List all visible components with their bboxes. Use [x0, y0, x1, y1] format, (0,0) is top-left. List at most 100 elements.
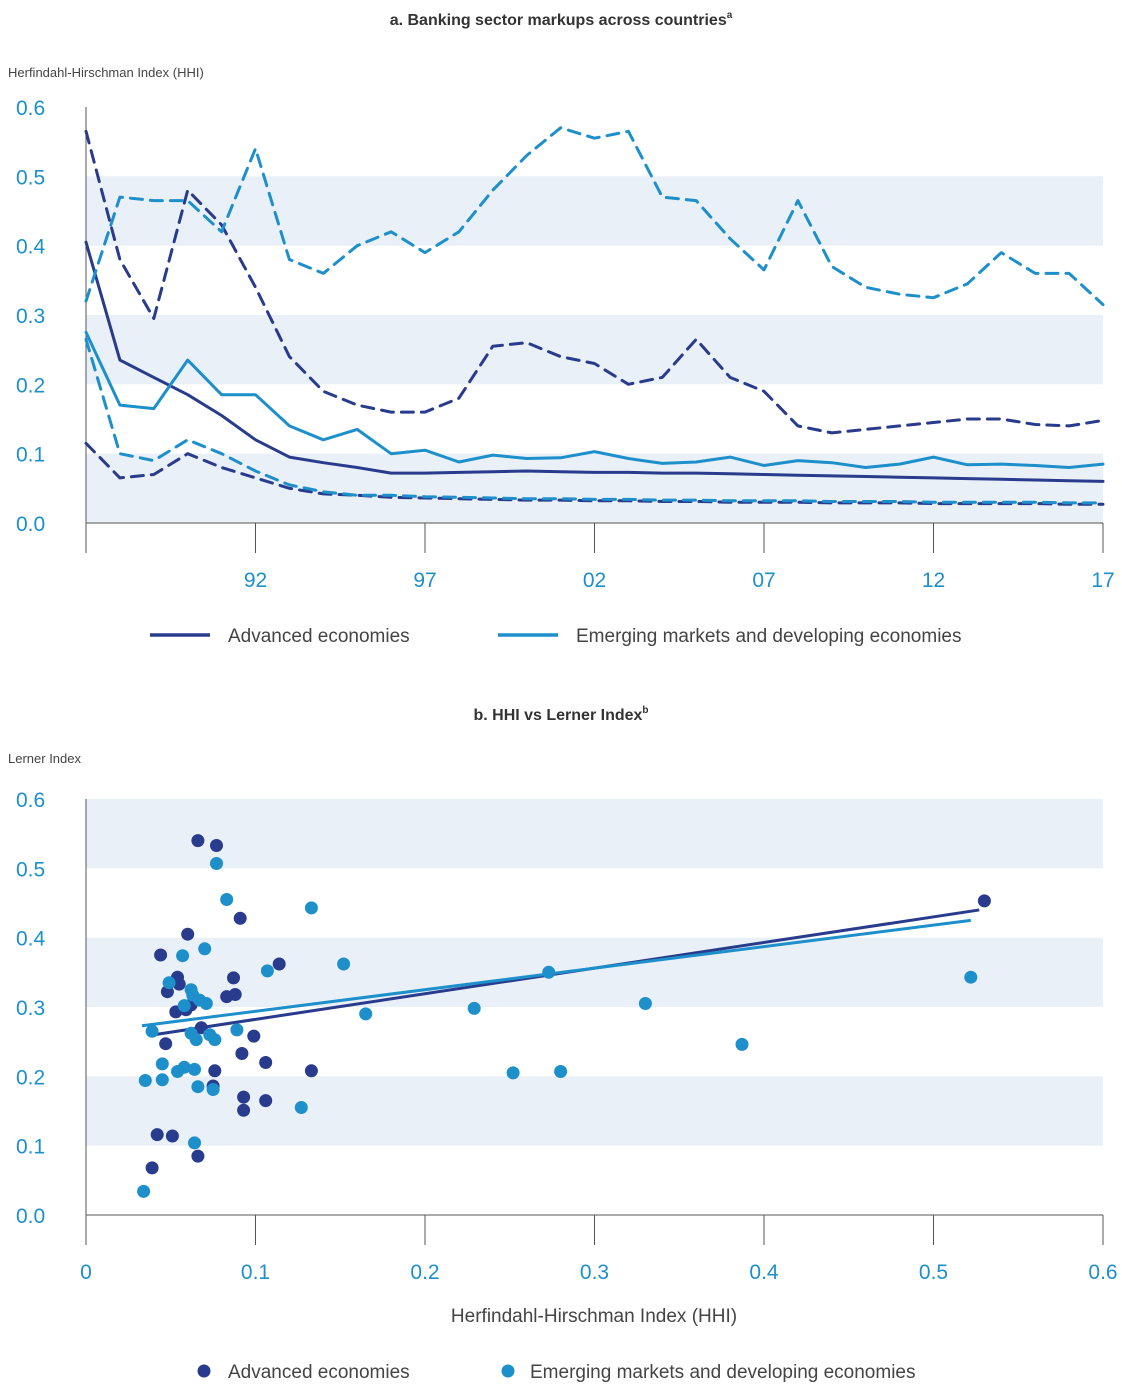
- panel-b-point-emerging: [189, 1033, 203, 1047]
- panel-b-x-axis-label: Herfindahl-Hirschman Index (HHI): [451, 1306, 737, 1327]
- panel-b-point-advanced: [145, 1161, 159, 1175]
- panel-b-bands: [86, 799, 1103, 1146]
- panel-b-point-advanced: [172, 977, 186, 991]
- panel-a-y-tick-label: 0.1: [16, 444, 45, 467]
- panel-b-point-emerging: [260, 964, 274, 978]
- panel-a-x-tick-label: 92: [244, 569, 267, 592]
- panel-a-title-sup: a: [727, 10, 733, 21]
- panel-a-x-tick-label: 97: [413, 569, 436, 592]
- panel-b-point-emerging: [188, 1136, 201, 1150]
- panel-b-point-advanced: [235, 1047, 249, 1060]
- panel-b-point-emerging: [210, 857, 223, 870]
- panel-a-y-axis-label: Herfindahl-Hirschman Index (HHI): [8, 65, 204, 80]
- panel-b-point-advanced: [210, 839, 223, 852]
- panel-a-series-emerging-dashed-5: [84, 337, 1105, 505]
- panel-b-point-emerging: [506, 1066, 520, 1080]
- panel-b-legend-emerging-swatch: [501, 1364, 515, 1378]
- panel-b-y-tick-label: 0.2: [16, 1066, 45, 1089]
- panel-a: a. Banking sector markups across countri…: [8, 10, 1115, 647]
- panel-b-point-emerging: [188, 1062, 201, 1076]
- panel-b-point-emerging: [359, 1007, 373, 1021]
- panel-b-point-advanced: [247, 1029, 261, 1043]
- panel-a-legend: Advanced economies Emerging markets and …: [150, 626, 962, 647]
- panel-b-trendlines: [141, 908, 980, 1037]
- panel-a-legend-emerging-label: Emerging markets and developing economie…: [576, 626, 962, 647]
- panel-a-x-tick-label: 07: [752, 569, 775, 592]
- panel-a-series-emerging-dashed-4: [84, 126, 1105, 307]
- panel-b-point-emerging: [137, 1184, 151, 1198]
- panel-b-band-2: [86, 799, 1103, 869]
- panel-a-series-advanced-dashed-1: [84, 129, 1105, 435]
- panel-b-trendline-emerging: [141, 918, 971, 1028]
- panel-b-points: [137, 834, 991, 1198]
- panel-b-point-advanced: [977, 894, 991, 908]
- panel-b-band-0: [86, 1076, 1103, 1146]
- panel-b-point-emerging: [138, 1074, 152, 1087]
- panel-b-x-tick-label: 0: [80, 1261, 92, 1284]
- panel-b-point-advanced: [165, 1129, 179, 1143]
- panel-b-point-advanced: [237, 1103, 251, 1117]
- panel-a-band-2: [86, 176, 1103, 246]
- panel-b-title-sup: b: [642, 705, 648, 716]
- panel-b-point-emerging: [554, 1065, 568, 1078]
- panel-b-point-advanced: [154, 948, 168, 962]
- panel-b-point-advanced: [159, 1037, 173, 1051]
- panel-b-y-ticks: 0.0 0.1 0.2 0.3 0.4 0.5 0.6: [16, 789, 46, 1228]
- panel-b-point-emerging: [155, 1073, 169, 1087]
- panel-a-series-emerging-solid-3: [84, 330, 1105, 469]
- panel-a-legend-advanced-label: Advanced economies: [228, 626, 410, 647]
- panel-b-point-emerging: [638, 997, 652, 1010]
- panel-b-point-emerging: [304, 901, 318, 915]
- panel-a-y-tick-label: 0.6: [16, 97, 45, 120]
- panel-b-point-emerging: [735, 1037, 749, 1051]
- panel-b-point-advanced: [191, 1149, 205, 1163]
- panel-a-bands: [86, 176, 1103, 523]
- panel-b-y-tick-label: 0.4: [16, 928, 46, 951]
- panel-b: b. HHI vs Lerner Indexb Lerner Index 0.0…: [8, 705, 1118, 1383]
- panel-a-title: a. Banking sector markups across countri…: [390, 10, 733, 29]
- panel-b-point-advanced: [181, 927, 195, 941]
- panel-a-y-ticks: 0.0 0.1 0.2 0.3 0.4 0.5 0.6: [16, 97, 46, 536]
- panel-b-title: b. HHI vs Lerner Indexb: [473, 705, 648, 724]
- panel-b-point-advanced: [304, 1064, 318, 1078]
- panel-b-point-advanced: [233, 911, 247, 925]
- panel-b-point-advanced: [227, 971, 240, 985]
- panel-a-title-text: a. Banking sector markups across countri…: [390, 12, 727, 29]
- panel-b-point-emerging: [191, 1080, 205, 1094]
- panel-b-x-tick-label: 0.1: [241, 1261, 270, 1284]
- panel-b-point-emerging: [230, 1023, 244, 1037]
- panel-a-x-tick-label: 17: [1091, 569, 1114, 592]
- panel-b-x-tick-label: 0.3: [580, 1261, 609, 1284]
- panel-b-title-text: b. HHI vs Lerner Index: [473, 707, 642, 724]
- panel-a-y-tick-label: 0.4: [16, 236, 46, 259]
- panel-a-x-tick-label: 02: [583, 569, 606, 592]
- panel-b-x-tick-label: 0.4: [749, 1261, 779, 1284]
- panel-b-point-emerging: [206, 1083, 220, 1096]
- panel-b-point-advanced: [150, 1128, 164, 1142]
- panel-b-legend-emerging-label: Emerging markets and developing economie…: [530, 1362, 916, 1383]
- panel-b-x-tick-label: 0.5: [919, 1261, 948, 1284]
- panel-b-y-tick-label: 0.0: [16, 1205, 45, 1228]
- panel-b-point-emerging: [294, 1101, 308, 1114]
- panel-b-point-advanced: [259, 1094, 273, 1108]
- panel-b-band-1: [86, 937, 1103, 1007]
- panel-b-point-emerging: [177, 999, 191, 1013]
- panel-a-series-advanced-solid-0: [84, 240, 1105, 483]
- panel-b-point-emerging: [220, 893, 234, 906]
- panel-b-legend: Advanced economies Emerging markets and …: [197, 1362, 916, 1383]
- panel-b-point-advanced: [208, 1064, 222, 1078]
- panel-a-series: [84, 126, 1105, 506]
- panel-b-y-tick-label: 0.5: [16, 858, 45, 881]
- panel-b-point-emerging: [337, 957, 351, 971]
- panel-a-band-1: [86, 315, 1103, 385]
- panel-b-y-tick-label: 0.1: [16, 1136, 45, 1159]
- panel-b-y-axis-label: Lerner Index: [8, 751, 81, 766]
- panel-b-point-emerging: [208, 1033, 222, 1047]
- panel-b-x-tick-label: 0.6: [1088, 1261, 1117, 1284]
- panel-b-point-emerging: [964, 970, 978, 984]
- panel-b-point-emerging: [198, 942, 212, 956]
- panel-b-x-ticks: 0 0.1 0.2 0.3 0.4 0.5 0.6: [80, 1215, 1118, 1284]
- panel-a-band-0: [86, 453, 1103, 523]
